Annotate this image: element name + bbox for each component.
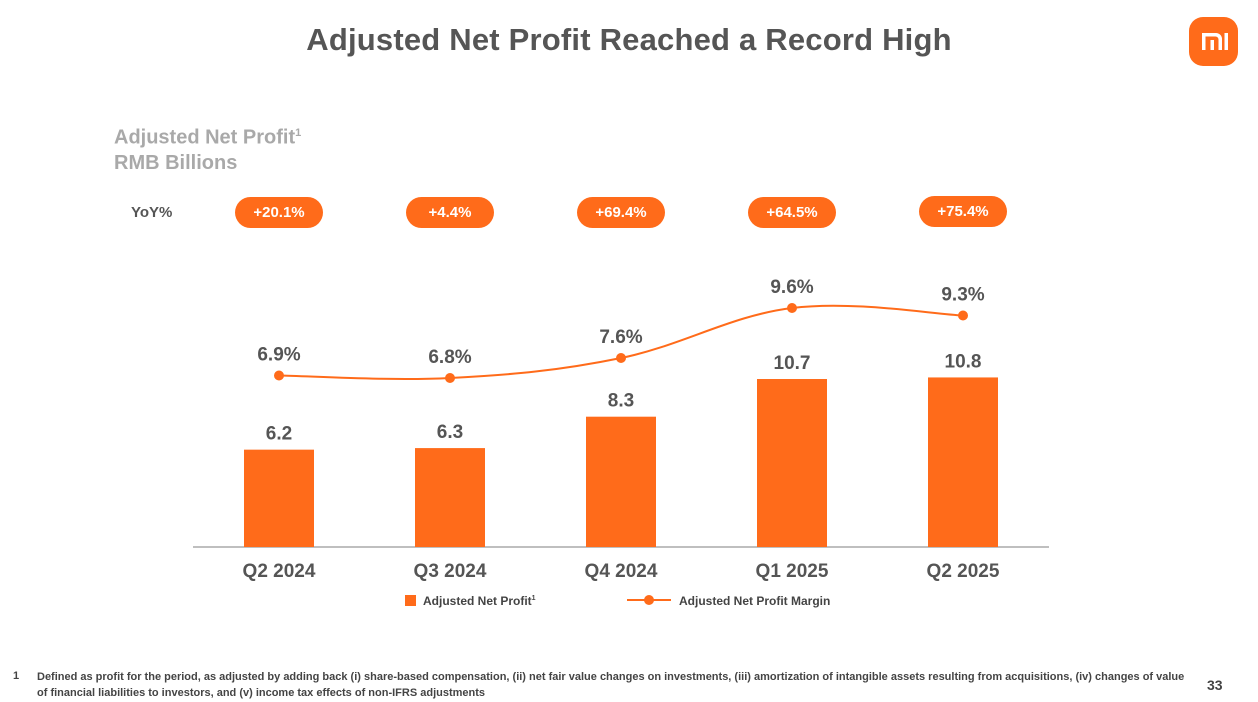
legend-line-label: Adjusted Net Profit Margin (679, 594, 831, 608)
yoy-label: YoY% (131, 204, 173, 221)
legend-bar: Adjusted Net Profit1 (405, 594, 536, 608)
yoy-pill-3: +69.4% (577, 197, 665, 228)
yoy-pill-1: +20.1% (235, 197, 323, 228)
x-tick-label-1: Q2 2024 (243, 561, 316, 582)
page-number: 33 (1207, 677, 1223, 693)
bar-value-label-3: 8.3 (608, 391, 634, 412)
margin-value-label-4: 9.6% (770, 277, 813, 298)
bar-1 (244, 449, 314, 547)
x-tick-label-2: Q3 2024 (414, 561, 487, 582)
bar-4 (757, 379, 827, 547)
bar-value-label-5: 10.8 (945, 351, 982, 372)
legend-line: Adjusted Net Profit Margin (627, 594, 830, 608)
margin-point-2 (445, 373, 455, 383)
xiaomi-logo-icon (1202, 33, 1228, 50)
subtitle-footnote-ref: 1 (295, 127, 302, 139)
margin-point-4 (787, 303, 797, 313)
legend-bar-label: Adjusted Net Profit (423, 594, 532, 608)
yoy-pill-4: +64.5% (748, 197, 836, 228)
x-tick-label-5: Q2 2025 (927, 561, 1000, 582)
bar-value-label-4: 10.7 (774, 353, 811, 374)
margin-value-label-2: 6.8% (428, 347, 471, 368)
footnote-text: Defined as profit for the period, as adj… (37, 671, 1185, 699)
margin-value-label-1: 6.9% (257, 345, 300, 366)
margin-value-label-3: 7.6% (599, 327, 642, 348)
legend-bar-swatch (405, 595, 416, 606)
legend-line-swatch (627, 595, 671, 605)
x-tick-label-4: Q1 2025 (756, 561, 829, 582)
legend-bar-sup: 1 (531, 595, 536, 602)
bar-value-label-2: 6.3 (437, 422, 463, 443)
margin-value-label-5: 9.3% (941, 285, 984, 306)
bar-5 (928, 377, 998, 547)
bar-value-label-1: 6.2 (266, 424, 292, 445)
yoy-pill-5: +75.4% (919, 196, 1007, 227)
footnote-number: 1 (13, 670, 20, 682)
margin-point-1 (274, 370, 284, 381)
chart-subtitle: Adjusted Net Profit1 RMB Billions (114, 121, 301, 176)
margin-point-3 (616, 353, 626, 363)
xiaomi-logo (1189, 17, 1238, 66)
subtitle-line2: RMB Billions (114, 151, 238, 174)
yoy-pill-2: +4.4% (406, 197, 494, 228)
x-tick-label-3: Q4 2024 (585, 561, 658, 582)
bar-3 (586, 416, 656, 547)
margin-point-5 (958, 310, 968, 321)
subtitle-line1: Adjusted Net Profit (114, 126, 296, 149)
page-title: Adjusted Net Profit Reached a Record Hig… (306, 22, 952, 57)
bar-2 (415, 448, 485, 547)
